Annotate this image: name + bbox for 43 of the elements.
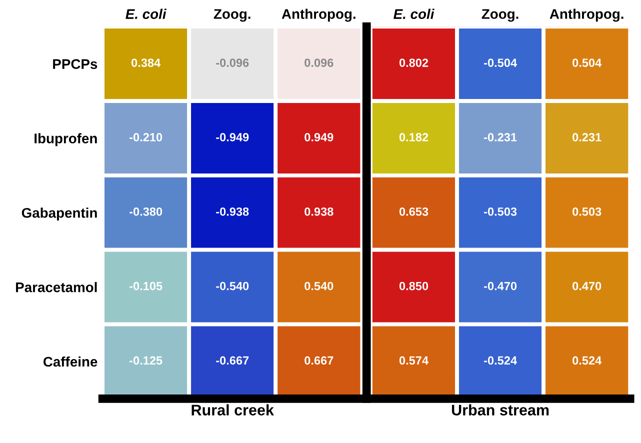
data-label: -0.470	[484, 282, 517, 290]
x-tick-label: Zoog.	[482, 9, 518, 22]
data-label: -0.096	[216, 58, 249, 67]
y-tick-label: Gabapentin	[22, 208, 97, 221]
y-tick-label: Caffeine	[43, 356, 98, 367]
data-label: -0.949	[216, 133, 249, 142]
data-label: 0.802	[399, 58, 428, 67]
x-tick-label: Anthropog.	[550, 8, 624, 22]
data-label: -0.210	[130, 133, 162, 142]
x-tick-label: E. coli	[394, 8, 434, 19]
data-label: -0.380	[130, 207, 162, 216]
y-tick-label: Ibuprofen	[34, 133, 97, 146]
data-label: 0.182	[399, 133, 428, 142]
x-tick-label: E. coli	[126, 8, 167, 19]
data-label: 0.949	[304, 133, 334, 142]
data-label: -0.667	[216, 356, 249, 365]
data-label: -0.524	[484, 356, 517, 365]
data-label: -0.540	[216, 282, 249, 290]
data-label: -0.938	[216, 207, 249, 216]
x-tick-label: Zoog.	[214, 9, 250, 22]
data-label: 0.850	[399, 282, 428, 290]
y-tick-label: Paracetamol	[16, 282, 97, 292]
data-label: -0.231	[484, 133, 517, 142]
data-label: 0.574	[399, 356, 428, 365]
data-label: 0.470	[572, 282, 602, 290]
data-label: 0.503	[572, 207, 602, 216]
data-label: 0.540	[304, 282, 334, 290]
x-tick-label: Anthropog.	[282, 8, 356, 22]
data-label: 0.504	[572, 58, 602, 67]
data-label: 0.653	[399, 207, 428, 216]
data-label: -0.504	[484, 58, 517, 67]
data-label: -0.125	[130, 356, 162, 365]
data-label: 0.667	[304, 356, 334, 365]
data-label: -0.503	[484, 207, 517, 216]
data-label: 0.384	[132, 58, 161, 67]
y-tick-label: PPCPs	[53, 59, 98, 69]
x-axis-title: Rural creek	[192, 404, 274, 416]
data-label: 0.938	[304, 207, 334, 216]
data-label: 0.524	[572, 356, 602, 365]
data-label: 0.096	[304, 58, 334, 67]
x-axis-title: Urban stream	[452, 404, 549, 416]
data-label: 0.231	[572, 133, 602, 142]
data-label: -0.105	[130, 282, 162, 290]
